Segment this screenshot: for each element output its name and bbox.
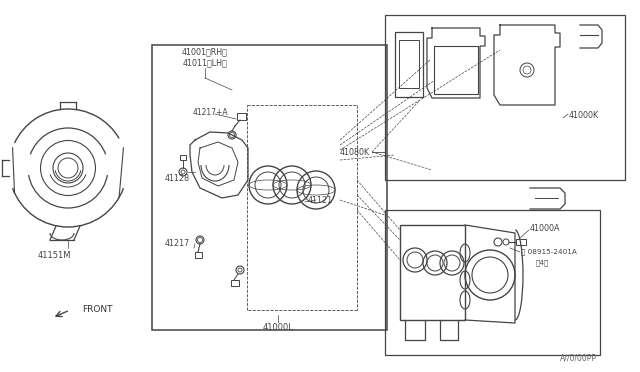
Bar — [152, 45, 387, 330]
Bar — [400, 225, 465, 320]
Text: 41217: 41217 — [165, 240, 190, 248]
Bar — [385, 210, 600, 355]
Bar — [385, 15, 625, 180]
Bar — [231, 280, 239, 286]
Text: A//0/00PP: A//0/00PP — [560, 353, 597, 362]
Text: 41011（LH）: 41011（LH） — [182, 58, 227, 67]
Text: 41001（RH）: 41001（RH） — [182, 48, 228, 57]
Bar — [195, 252, 202, 258]
Text: 41000L: 41000L — [262, 324, 293, 333]
Text: 41000K: 41000K — [569, 110, 599, 119]
Text: FRONT: FRONT — [82, 305, 113, 314]
Text: （4）: （4） — [536, 260, 549, 266]
Text: 41128: 41128 — [165, 173, 190, 183]
Bar — [237, 113, 246, 120]
Bar — [516, 239, 526, 245]
Bar — [395, 32, 423, 97]
Bar — [399, 40, 419, 88]
Text: 41217+A: 41217+A — [193, 108, 228, 116]
Text: 41000A: 41000A — [530, 224, 561, 232]
Text: 41080K: 41080K — [340, 148, 370, 157]
Bar — [180, 155, 186, 160]
Text: Ⓜ 08915-2401A: Ⓜ 08915-2401A — [521, 249, 577, 255]
Text: 41121: 41121 — [308, 196, 333, 205]
Text: 41151M: 41151M — [37, 251, 71, 260]
Bar — [434, 46, 478, 94]
